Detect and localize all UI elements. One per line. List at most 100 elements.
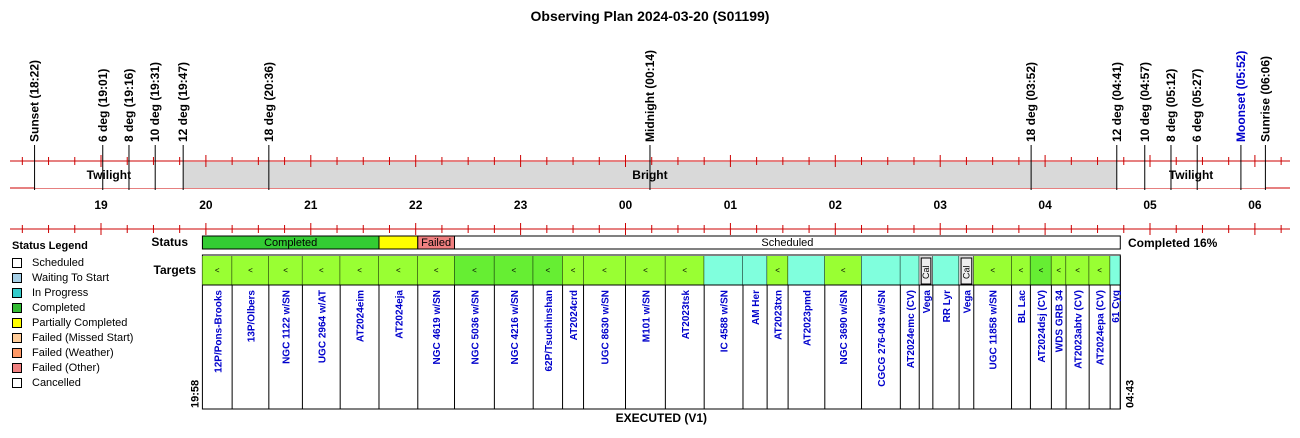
- hour-tick-label: 04: [1038, 198, 1052, 212]
- target-box-30: [1110, 256, 1121, 285]
- target-name: IC 4588 w/SN: [720, 290, 731, 352]
- target-box-1: [232, 256, 269, 285]
- status-legend: Status Legend Scheduled Waiting To Start…: [12, 240, 162, 390]
- legend-item-failed-other: Failed (Other): [12, 360, 162, 375]
- target-mark: <: [434, 266, 439, 275]
- status-segment-3: [454, 235, 1121, 250]
- legend-item-in-progress: In Progress: [12, 285, 162, 300]
- legend-swatch: [12, 302, 22, 313]
- target-mark: <: [775, 266, 780, 275]
- hour-tick-label: 03: [934, 198, 948, 212]
- target-name: UGC 2964 w/AT: [317, 290, 328, 363]
- target-box-17: [788, 256, 825, 285]
- target-name: AT2023tsk: [681, 290, 692, 340]
- target-mark: <: [215, 266, 220, 275]
- target-box-18: [824, 256, 862, 285]
- target-box-15: [742, 256, 768, 285]
- target-box-12: [625, 256, 666, 285]
- hour-tick-label: 23: [514, 198, 528, 212]
- target-name: 62P/Tsuchinshan: [544, 290, 555, 372]
- target-mark: <: [357, 266, 362, 275]
- target-name: Vega: [922, 290, 933, 314]
- event-label: 12 deg (19:47): [176, 62, 190, 142]
- target-box-22: [932, 256, 960, 285]
- status-row-label: Status: [151, 235, 188, 249]
- event-label: Midnight (00:14): [643, 50, 657, 142]
- target-box-13: [665, 256, 705, 285]
- target-name: UGC 11858 w/SN: [989, 290, 1000, 369]
- target-box-16: [767, 256, 789, 285]
- target-box-9: [533, 256, 563, 285]
- target-box-4: [340, 256, 379, 285]
- legend-item-cancelled: Cancelled: [12, 375, 162, 390]
- target-name: AT2024epa (CV): [1096, 290, 1107, 365]
- target-mark: <: [396, 266, 401, 275]
- hour-tick-label: 21: [304, 198, 318, 212]
- hour-tick-label: 22: [409, 198, 423, 212]
- legend-label: Failed (Weather): [32, 346, 114, 359]
- target-box-19: [861, 256, 901, 285]
- event-label: Moonset (05:52): [1234, 51, 1248, 142]
- target-name: 61 Cyg: [1111, 290, 1122, 323]
- status-segment-1: [378, 235, 419, 250]
- target-mark: <: [841, 266, 846, 275]
- sky-band-label: Twilight: [87, 168, 131, 182]
- hour-tick-label: 19: [94, 198, 108, 212]
- legend-item-waiting: Waiting To Start: [12, 270, 162, 285]
- target-box-0: [202, 256, 233, 285]
- target-name: BL Lac: [1017, 290, 1028, 324]
- target-mark: <: [511, 266, 516, 275]
- legend-item-failed-weather: Failed (Weather): [12, 345, 162, 360]
- target-name: AM Her: [751, 290, 762, 325]
- event-label: 18 deg (20:36): [262, 62, 276, 142]
- target-name: NGC 4216 w/SN: [510, 290, 521, 364]
- target-box-26: [1030, 256, 1052, 285]
- target-name: 12P/Pons-Brooks: [213, 290, 224, 373]
- legend-swatch: [12, 347, 22, 358]
- legend-item-scheduled: Scheduled: [12, 255, 162, 270]
- target-box-3: [302, 256, 341, 285]
- target-name: AT2023pmd: [802, 290, 813, 346]
- legend-item-partially-completed: Partially Completed: [12, 315, 162, 330]
- status-segment-label: Scheduled: [761, 237, 813, 249]
- event-label: 10 deg (19:31): [148, 62, 162, 142]
- target-box-24: [973, 256, 1012, 285]
- target-mark: <: [990, 266, 995, 275]
- legend-item-completed: Completed: [12, 300, 162, 315]
- target-name: AT2024eja: [394, 290, 405, 339]
- calibration-box: [960, 257, 973, 285]
- hour-tick-label: 00: [619, 198, 633, 212]
- target-mark: <: [1019, 266, 1024, 275]
- target-name: AT2024crd: [569, 290, 580, 340]
- target-mark: <: [283, 266, 288, 275]
- target-name: AT2024eim: [356, 290, 367, 342]
- target-mark: <: [1039, 266, 1044, 275]
- plan-end-time: 04:43: [1124, 380, 1136, 408]
- event-label: 10 deg (04:57): [1138, 62, 1152, 142]
- legend-label: Waiting To Start: [32, 271, 110, 284]
- target-mark: <: [472, 266, 477, 275]
- legend-swatch: [12, 272, 22, 283]
- event-label: 12 deg (04:41): [1110, 62, 1124, 142]
- legend-item-failed-missed-start: Failed (Missed Start): [12, 330, 162, 345]
- event-label: Sunrise (06:06): [1258, 56, 1272, 142]
- target-name: NGC 1122 w/SN: [282, 290, 293, 364]
- target-box-28: [1066, 256, 1090, 285]
- target-name: NGC 5036 w/SN: [470, 290, 481, 364]
- chart-title: Observing Plan 2024-03-20 (S01199): [531, 8, 770, 24]
- target-name: AT2024dsj (CV): [1037, 290, 1048, 363]
- target-name: CGCG 276-043 w/SN: [877, 290, 888, 387]
- legend-swatch: [12, 362, 22, 373]
- target-name: RR Lyr: [942, 290, 953, 323]
- target-mark: <: [248, 266, 253, 275]
- target-box-2: [268, 256, 303, 285]
- target-mark: <: [1075, 266, 1080, 275]
- event-label: 8 deg (05:12): [1164, 69, 1178, 142]
- legend-title: Status Legend: [12, 240, 88, 252]
- target-name: AT2024emc (CV): [906, 290, 917, 368]
- target-mark: <: [643, 266, 648, 275]
- completed-percent: Completed 16%: [1128, 236, 1218, 250]
- legend-swatch: [12, 287, 22, 298]
- target-mark: <: [1056, 266, 1061, 275]
